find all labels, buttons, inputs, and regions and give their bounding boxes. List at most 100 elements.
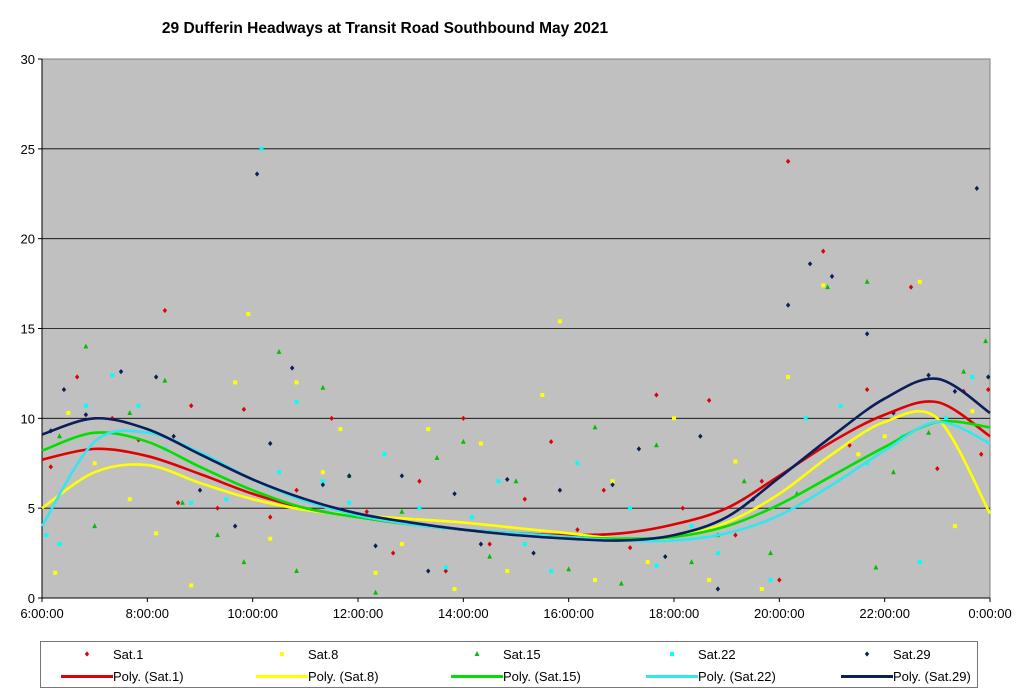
legend-item: Sat.15 xyxy=(451,643,541,665)
point-sat-8 xyxy=(246,312,251,317)
point-sat-8 xyxy=(707,578,712,583)
point-sat-8 xyxy=(233,380,238,385)
point-sat-29 xyxy=(531,550,536,556)
point-sat-15 xyxy=(592,424,598,430)
point-sat-1 xyxy=(821,248,826,254)
point-sat-8 xyxy=(294,380,299,385)
point-sat-22 xyxy=(136,403,141,408)
point-sat-15 xyxy=(460,438,466,444)
point-sat-8 xyxy=(320,470,325,475)
point-sat-15 xyxy=(276,348,282,354)
legend-marker xyxy=(451,650,503,658)
point-sat-15 xyxy=(399,508,405,514)
point-sat-8 xyxy=(53,570,58,575)
y-tick-label: 0 xyxy=(28,591,35,606)
legend-line xyxy=(646,674,698,678)
legend-item: Sat.29 xyxy=(841,643,931,665)
point-sat-8 xyxy=(92,461,97,466)
point-sat-29 xyxy=(505,476,510,483)
point-sat-1 xyxy=(390,550,396,556)
point-sat-22 xyxy=(189,500,194,505)
point-sat-29 xyxy=(83,412,89,418)
point-sat-8 xyxy=(645,560,650,565)
point-sat-29 xyxy=(610,482,615,488)
point-sat-29 xyxy=(268,440,273,447)
legend-line xyxy=(61,674,113,678)
point-sat-29 xyxy=(952,388,958,394)
point-sat-29 xyxy=(289,365,295,371)
point-sat-1 xyxy=(601,487,606,493)
legend-line xyxy=(451,674,503,678)
point-sat-15 xyxy=(618,580,624,586)
point-sat-8 xyxy=(952,524,957,529)
legend-marker-sat-29 xyxy=(864,651,870,657)
point-sat-22 xyxy=(417,506,422,511)
x-tick-label: 16:00:00 xyxy=(543,606,594,621)
point-sat-8 xyxy=(478,441,483,446)
point-sat-1 xyxy=(189,403,194,409)
legend-label: Poly. (Sat.1) xyxy=(113,668,184,684)
point-sat-1 xyxy=(461,415,466,421)
point-sat-22 xyxy=(522,542,527,547)
point-sat-22 xyxy=(382,452,387,457)
point-sat-8 xyxy=(733,459,738,464)
point-sat-1 xyxy=(329,415,334,421)
y-tick-label: 5 xyxy=(28,501,35,516)
point-sat-1 xyxy=(706,397,712,403)
point-sat-8 xyxy=(268,536,273,541)
point-sat-22 xyxy=(347,500,352,505)
legend-item: Poly. (Sat.1) xyxy=(61,665,184,687)
legend-label: Sat.8 xyxy=(308,646,339,662)
legend-line xyxy=(256,674,308,678)
point-sat-22 xyxy=(224,497,229,502)
point-sat-8 xyxy=(540,392,545,397)
point-sat-29 xyxy=(698,433,703,439)
chart-title: 29 Dufferin Headways at Transit Road Sou… xyxy=(161,20,609,37)
point-sat-8 xyxy=(759,587,764,592)
point-sat-29 xyxy=(986,374,991,380)
point-sat-29 xyxy=(807,261,813,267)
point-sat-1 xyxy=(175,500,181,506)
point-sat-29 xyxy=(118,369,124,375)
point-sat-22 xyxy=(654,563,659,568)
point-sat-15 xyxy=(864,278,870,284)
x-tick-label: 18:00:00 xyxy=(649,606,700,621)
point-sat-15 xyxy=(162,377,168,383)
point-sat-29 xyxy=(347,473,352,479)
point-sat-1 xyxy=(294,487,299,493)
point-sat-22 xyxy=(838,403,843,408)
point-sat-22 xyxy=(803,416,808,421)
legend: Sat.1 Sat.8 Sat.15 Sat.22 Sat.29 Poly. (Sat.… xyxy=(40,641,978,688)
x-tick-label: 6:00:00 xyxy=(20,606,63,621)
legend-marker-sat-15 xyxy=(474,651,480,656)
point-sat-1 xyxy=(785,158,791,165)
point-sat-15 xyxy=(127,409,133,415)
point-sat-15 xyxy=(891,469,896,475)
legend-marker xyxy=(646,650,698,658)
point-sat-22 xyxy=(44,533,49,538)
legend-markers-row: Sat.1 Sat.8 Sat.15 Sat.22 Sat.29 xyxy=(41,643,977,665)
point-sat-8 xyxy=(882,434,887,439)
legend-marker-sat-22 xyxy=(670,652,674,656)
x-tick-label: 14:00:00 xyxy=(438,606,489,621)
point-sat-1 xyxy=(733,532,738,538)
point-sat-15 xyxy=(57,433,62,439)
legend-marker xyxy=(841,650,893,658)
point-sat-15 xyxy=(320,384,326,390)
point-sat-22 xyxy=(549,569,554,574)
point-sat-1 xyxy=(522,496,527,502)
point-sat-8 xyxy=(672,416,676,421)
point-sat-8 xyxy=(399,542,404,547)
point-sat-1 xyxy=(680,505,685,511)
x-tick-label: 12:00:00 xyxy=(333,606,384,621)
legend-label: Sat.1 xyxy=(113,646,144,662)
point-sat-8 xyxy=(154,531,159,536)
point-sat-29 xyxy=(232,523,238,529)
trendline-poly-sat-29 xyxy=(41,377,991,542)
legend-item: Sat.1 xyxy=(61,643,143,665)
point-sat-8 xyxy=(452,587,457,592)
legend-item: Poly. (Sat.8) xyxy=(256,665,379,687)
point-sat-29 xyxy=(785,302,791,308)
y-tick-label: 30 xyxy=(21,52,35,67)
point-sat-15 xyxy=(434,454,440,460)
